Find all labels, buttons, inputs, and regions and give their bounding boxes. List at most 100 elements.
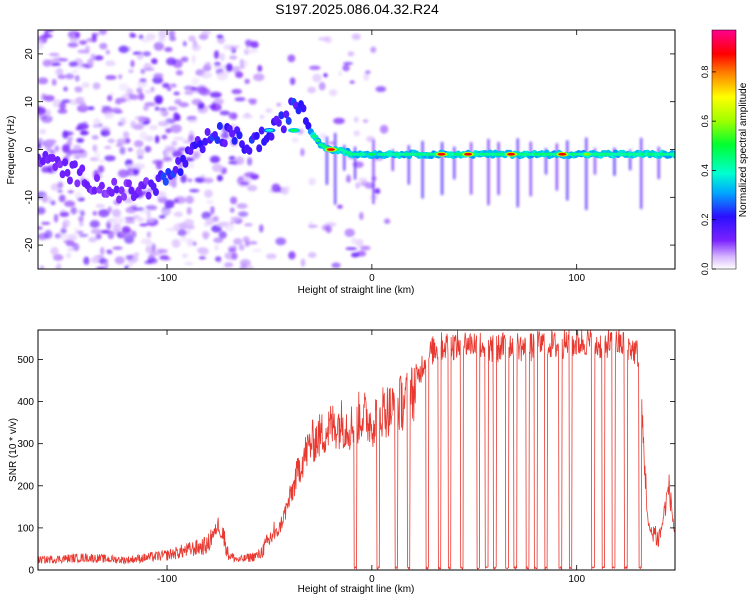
- noise-blob: [161, 134, 168, 140]
- noise-blob: [307, 224, 318, 228]
- noise-blob: [365, 70, 371, 75]
- noise-blob: [38, 138, 43, 144]
- noise-blob: [146, 257, 158, 264]
- noise-blob: [104, 155, 116, 162]
- noise-blob: [114, 256, 125, 265]
- noise-blob: [231, 252, 238, 261]
- noise-blob: [200, 72, 213, 79]
- streak: [441, 142, 444, 195]
- noise-blob: [38, 106, 47, 115]
- x-tick-label: 0: [369, 574, 375, 585]
- noise-blob: [166, 86, 172, 92]
- noise-blob: [345, 247, 358, 251]
- snr-x-ticks: -100 0 100: [157, 330, 585, 585]
- noise-blob: [342, 64, 350, 72]
- noise-blob: [157, 248, 168, 254]
- noise-blob: [74, 76, 80, 80]
- noise-blob: [41, 195, 49, 203]
- noise-blob: [186, 115, 197, 122]
- noise-blob: [164, 199, 175, 209]
- noise-blob: [191, 43, 201, 52]
- noise-blob: [234, 97, 246, 102]
- signal-cell: [199, 145, 206, 154]
- noise-blob: [138, 92, 145, 101]
- noise-blob: [194, 177, 206, 183]
- spectral-peak: [290, 128, 299, 132]
- signal-cell: [64, 168, 71, 177]
- noise-blob: [185, 229, 191, 235]
- signal-cell: [152, 188, 159, 197]
- spectral-peak: [464, 152, 473, 156]
- noise-blob: [239, 181, 250, 186]
- noise-blob: [104, 60, 116, 67]
- noise-blob: [173, 136, 185, 141]
- noise-blob: [355, 238, 364, 248]
- noise-blob: [291, 136, 299, 144]
- noise-blob: [107, 218, 118, 224]
- streak: [334, 132, 337, 205]
- streak: [453, 146, 456, 180]
- noise-blob: [97, 165, 105, 173]
- noise-blob: [244, 78, 250, 84]
- noise-blob: [136, 148, 145, 157]
- noise-blob: [59, 101, 66, 110]
- noise-blob: [117, 216, 124, 225]
- noise-blob: [77, 122, 89, 130]
- noise-blob: [87, 106, 95, 111]
- noise-blob: [77, 49, 89, 54]
- noise-blob: [141, 38, 151, 43]
- noise-blob: [50, 246, 59, 256]
- noise-blob: [259, 224, 264, 233]
- signal-core: [315, 138, 321, 143]
- noise-blob: [55, 265, 62, 269]
- noise-blob: [74, 227, 79, 235]
- noise-blob: [95, 203, 105, 208]
- noise-blob: [229, 55, 238, 60]
- noise-blob: [48, 165, 53, 174]
- signal-cell: [66, 176, 73, 185]
- noise-blob: [162, 156, 173, 162]
- colorbar: 0.0 0.2 0.4 0.6 0.8 Normalized spectral ampl…: [700, 29, 749, 275]
- noise-blob: [124, 234, 135, 244]
- x-tick-label: 100: [568, 574, 585, 585]
- signal-cell: [59, 170, 66, 179]
- streak: [407, 145, 410, 185]
- colorbar-gradient: [711, 29, 737, 270]
- noise-blob: [308, 177, 316, 186]
- noise-blob: [257, 64, 263, 72]
- noise-blob: [351, 33, 361, 41]
- noise-blob: [318, 36, 329, 41]
- noise-blob: [105, 49, 110, 55]
- noise-blob: [312, 73, 322, 83]
- noise-blob: [344, 228, 355, 238]
- signal-cell: [145, 191, 152, 200]
- noise-blob: [328, 141, 336, 145]
- noise-blob: [230, 220, 235, 225]
- noise-blob: [247, 49, 259, 54]
- noise-blob: [228, 112, 238, 120]
- noise-blob: [86, 37, 98, 43]
- noise-blob: [324, 222, 337, 228]
- noise-blob: [157, 120, 170, 127]
- noise-blob: [104, 145, 112, 149]
- noise-blob: [112, 223, 121, 232]
- streak: [613, 147, 616, 176]
- signal-cell: [118, 186, 125, 195]
- noise-blob: [158, 214, 166, 219]
- noise-blob: [76, 104, 89, 113]
- noise-blob: [99, 42, 108, 50]
- signal-cell: [216, 122, 223, 131]
- noise-blob: [59, 233, 68, 240]
- noise-blob: [346, 174, 352, 183]
- signal-cell: [128, 186, 135, 195]
- noise-blob: [112, 246, 123, 250]
- noise-blob: [52, 254, 64, 261]
- noise-blob: [38, 39, 43, 44]
- noise-blob: [38, 77, 49, 85]
- signal-cell: [108, 188, 115, 197]
- noise-blob: [228, 161, 238, 165]
- noise-blob: [204, 189, 213, 198]
- noise-blob: [223, 44, 232, 50]
- noise-blob: [116, 138, 129, 145]
